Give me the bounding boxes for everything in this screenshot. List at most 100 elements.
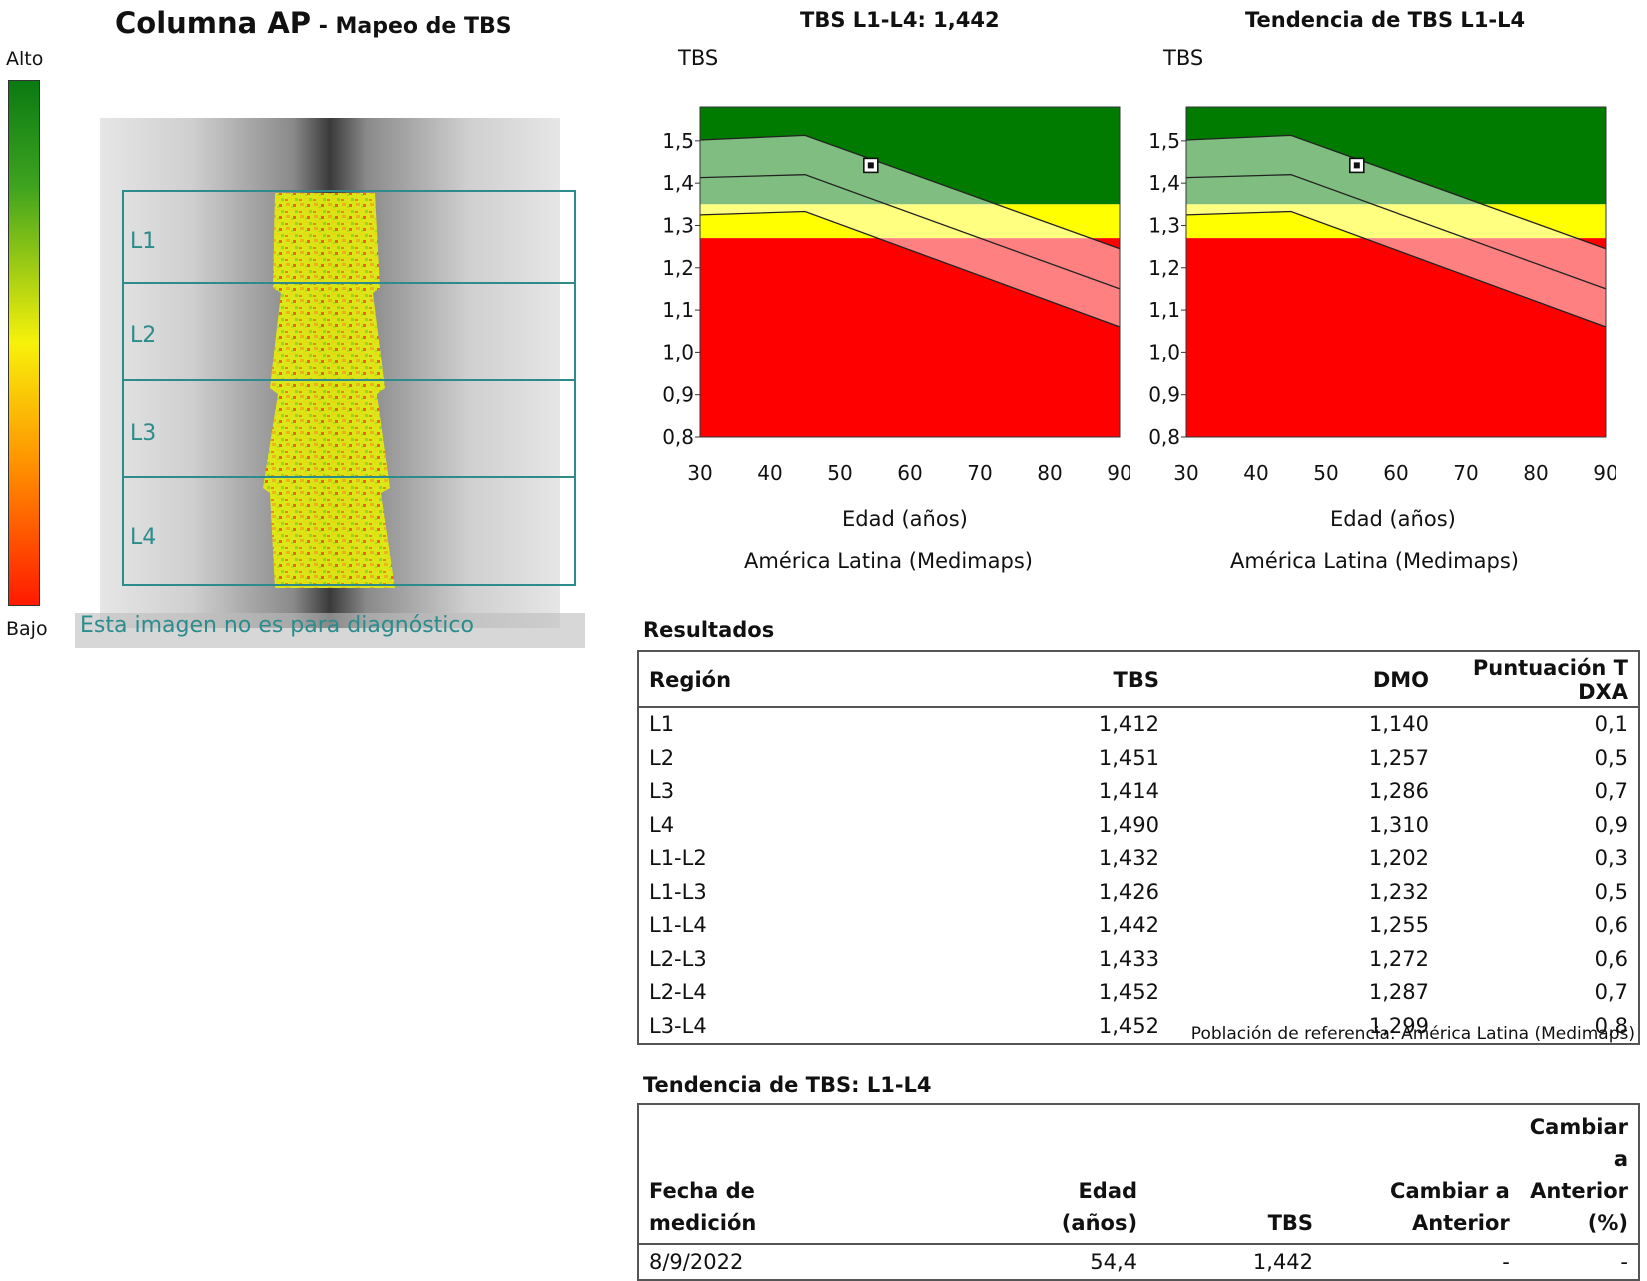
y-tick-label: 0,8 — [662, 425, 694, 449]
y-tick-label: 1,0 — [1148, 340, 1180, 364]
reference-range-area — [1186, 135, 1606, 327]
vertebra-label-l3: L3 — [130, 421, 156, 446]
tbs-cell: 1,452 — [1098, 1013, 1159, 1038]
reference-range-area — [700, 135, 1120, 327]
trend-title: Tendencia de TBS: L1-L4 — [643, 1073, 932, 1097]
trend-col-change-pct: Cambiar a Anterior (%) — [1519, 1104, 1639, 1245]
chart-1-xlabel: Edad (años) — [842, 507, 968, 531]
trend-col-change-pct-line: Anterior (%) — [1530, 1179, 1628, 1235]
scale-high-label: Alto — [6, 48, 44, 70]
results-row: L2-L3 1,433 1,272 0,6 — [638, 943, 1639, 977]
tbs-data-point-center — [867, 162, 874, 169]
y-tick-label: 0,8 — [1148, 425, 1180, 449]
tbs-cell: 1,433 — [1098, 946, 1159, 971]
chart-1-population: América Latina (Medimaps) — [744, 549, 1033, 573]
results-row: L3 1,414 1,286 0,7 — [638, 775, 1639, 809]
trend-col-change-line: Cambiar a — [1390, 1179, 1510, 1203]
trend-col-tbs-line — [1157, 1175, 1313, 1207]
tscore-cell: 0,5 — [1594, 745, 1628, 770]
y-tick-label: 0,9 — [1148, 383, 1180, 407]
reference-curve-lower — [699, 210, 1121, 328]
results-col-dmo: DMO — [1169, 651, 1439, 708]
x-tick-label: 80 — [1523, 461, 1548, 485]
y-tick-label: 1,5 — [1148, 129, 1180, 153]
trend-col-change: Cambiar a Anterior — [1323, 1104, 1520, 1245]
chart-2-population: América Latina (Medimaps) — [1230, 549, 1519, 573]
tbs-cell: 1,451 — [1098, 745, 1159, 770]
x-tick-label: 80 — [1037, 461, 1062, 485]
results-row: L2-L4 1,452 1,287 0,7 — [638, 976, 1639, 1010]
vertebra-label-l1: L1 — [130, 229, 156, 254]
trend-col-date-line: medición — [649, 1211, 757, 1235]
tscore-cell: 0,3 — [1594, 846, 1628, 871]
y-tick-label: 0,9 — [662, 383, 694, 407]
trend-col-age-line: Edad — [1078, 1179, 1138, 1203]
reference-curve-mean — [699, 174, 1121, 290]
region-cell: L1-L4 — [649, 913, 707, 938]
x-tick-label: 50 — [1313, 461, 1338, 485]
x-tick-label: 40 — [757, 461, 782, 485]
tscore-cell: 0,8 — [1594, 1013, 1628, 1038]
tscore-cell: 0,7 — [1594, 779, 1628, 804]
trend-date-cell: 8/9/2022 — [649, 1250, 744, 1274]
region-cell: L2 — [649, 745, 675, 770]
tbs-cell: 1,432 — [1098, 846, 1159, 871]
dmo-cell: 1,286 — [1368, 779, 1429, 804]
trend-col-age-line: (años) — [1061, 1211, 1138, 1235]
chart-1-title: TBS L1-L4: 1,442 — [800, 8, 1000, 32]
results-title: Resultados — [643, 618, 775, 642]
reference-curve-upper — [699, 134, 1121, 250]
trend-header-row: Fecha de medición Edad (años) TBS Cambiar a A… — [638, 1104, 1639, 1245]
tbs-cell: 1,412 — [1098, 712, 1159, 737]
trend-change-cell: - — [1502, 1250, 1510, 1274]
x-tick-label: 60 — [1383, 461, 1408, 485]
x-tick-label: 30 — [687, 461, 712, 485]
dmo-cell: 1,232 — [1368, 879, 1429, 904]
reference-population-note: Población de referencia: América Latina … — [1190, 1024, 1635, 1044]
y-tick-label: 1,2 — [1148, 256, 1180, 280]
results-row: L1-L3 1,426 1,232 0,5 — [638, 876, 1639, 910]
tbs-cell: 1,426 — [1098, 879, 1159, 904]
tbs-cell: 1,452 — [1098, 980, 1159, 1005]
region-cell: L2-L4 — [649, 980, 707, 1005]
page-title-main: Columna AP — [115, 6, 312, 40]
dmo-cell: 1,255 — [1368, 913, 1429, 938]
tscore-cell: 0,5 — [1594, 879, 1628, 904]
dmo-cell: 1,299 — [1368, 1013, 1429, 1038]
vertebra-label-l2: L2 — [130, 323, 156, 348]
region-cell: L3-L4 — [649, 1013, 707, 1038]
y-tick-label: 1,0 — [662, 340, 694, 364]
trend-col-age: Edad (años) — [970, 1104, 1148, 1245]
y-tick-label: 1,4 — [662, 171, 694, 195]
chart-2-title: Tendencia de TBS L1-L4 — [1245, 8, 1526, 32]
dmo-cell: 1,287 — [1368, 980, 1429, 1005]
y-tick-label: 1,1 — [662, 298, 694, 322]
region-cell: L3 — [649, 779, 675, 804]
tscore-cell: 0,6 — [1594, 913, 1628, 938]
dmo-cell: 1,272 — [1368, 946, 1429, 971]
spine-tbs-map-image: L1 L2 L3 L4 — [75, 118, 585, 648]
trend-table: Fecha de medición Edad (años) TBS Cambiar a A… — [637, 1103, 1640, 1281]
tbs-cell: 1,490 — [1098, 812, 1159, 837]
region-cell: L4 — [649, 812, 675, 837]
chart-2-ylabel: TBS — [1163, 46, 1204, 70]
region-cell: L2-L3 — [649, 946, 707, 971]
y-tick-label: 1,3 — [1148, 213, 1180, 237]
x-tick-label: 40 — [1243, 461, 1268, 485]
reference-curve-mean — [1185, 174, 1607, 290]
trend-col-change-pct-line: Cambiar a — [1529, 1115, 1628, 1171]
results-row: L3-L4 1,452 1,299 0,8 — [638, 1010, 1639, 1045]
trend-col-change-line: Anterior — [1411, 1211, 1510, 1235]
region-cell: L1-L3 — [649, 879, 707, 904]
region-cell: L1-L2 — [649, 846, 707, 871]
trend-change-pct-cell: - — [1620, 1250, 1628, 1274]
results-row: L1-L4 1,442 1,255 0,6 — [638, 909, 1639, 943]
x-tick-label: 70 — [1453, 461, 1478, 485]
non-diagnostic-disclaimer: Esta imagen no es para diagnóstico — [80, 613, 474, 638]
results-row: L1 1,412 1,140 0,1 — [638, 707, 1639, 742]
trend-tbs-cell: 1,442 — [1252, 1250, 1314, 1274]
trend-col-tbs: TBS — [1147, 1104, 1324, 1245]
y-tick-label: 1,5 — [662, 129, 694, 153]
x-tick-label: 90 — [1593, 461, 1616, 485]
tscore-cell: 0,9 — [1594, 812, 1628, 837]
